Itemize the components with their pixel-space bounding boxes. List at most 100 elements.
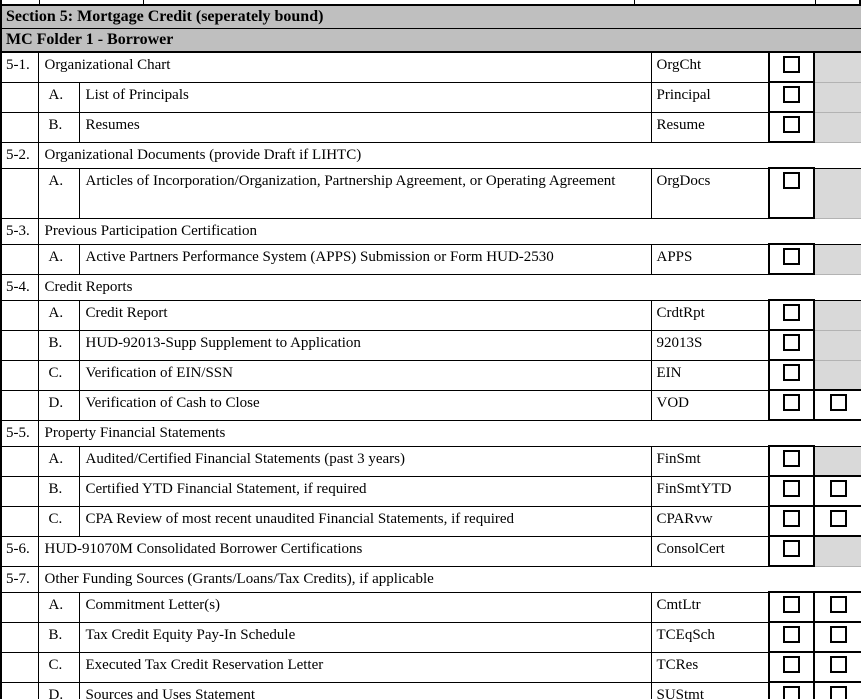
row-letter: B. [37, 111, 80, 143]
checkbox[interactable] [783, 334, 800, 351]
row-number [0, 475, 39, 507]
row-code: APPS [650, 243, 770, 275]
table-row: A. Active Partners Performance System (AP… [0, 243, 861, 275]
table-row: 5-2. Organizational Documents (provide Dr… [0, 141, 861, 169]
row-description: Other Funding Sources (Grants/Loans/Tax … [37, 565, 861, 593]
grid-line [815, 0, 816, 4]
row-code: SUStmt [650, 681, 770, 699]
row-number [0, 243, 39, 275]
section-header: Section 5: Mortgage Credit (seperately b… [0, 4, 861, 29]
checkbox-cell [813, 389, 861, 421]
checkbox[interactable] [783, 450, 800, 467]
checkbox[interactable] [829, 394, 847, 411]
shaded-cell [813, 535, 861, 567]
table-row: 5-5. Property Financial Statements [0, 419, 861, 447]
checkbox[interactable] [829, 686, 847, 699]
checkbox[interactable] [783, 248, 800, 265]
checkbox[interactable] [829, 626, 847, 643]
row-number [0, 81, 39, 113]
checkbox-cell [768, 111, 815, 143]
checkbox[interactable] [783, 686, 800, 699]
row-letter: D. [37, 389, 80, 421]
table-row: A. Commitment Letter(s) CmtLtr [0, 591, 861, 623]
checkbox-cell [813, 475, 861, 507]
row-code: TCRes [650, 651, 770, 683]
checkbox[interactable] [783, 304, 800, 321]
checkbox[interactable] [783, 626, 800, 643]
checkbox-cell [768, 329, 815, 361]
row-description: Property Financial Statements [37, 419, 861, 447]
checkbox[interactable] [783, 172, 800, 189]
checkbox-cell [768, 651, 815, 683]
checkbox[interactable] [783, 86, 800, 103]
checkbox[interactable] [783, 510, 800, 527]
row-number [0, 651, 39, 683]
checkbox[interactable] [783, 364, 800, 381]
checkbox-cell [768, 243, 815, 275]
row-description: HUD-92013-Supp Supplement to Application [78, 329, 652, 361]
row-number [0, 359, 39, 391]
row-number: 5-6. [0, 535, 39, 567]
checkbox[interactable] [829, 596, 847, 613]
table-row: D. Verification of Cash to Close VOD [0, 389, 861, 421]
shaded-cell [813, 359, 861, 391]
checkbox-cell [768, 167, 815, 219]
checkbox-cell [768, 299, 815, 331]
table-row: 5-1. Organizational Chart OrgCht [0, 51, 861, 83]
row-letter: C. [37, 505, 80, 537]
grid-line [634, 0, 635, 4]
shaded-cell [813, 81, 861, 113]
row-letter: A. [37, 243, 80, 275]
checkbox[interactable] [783, 116, 800, 133]
shaded-cell [813, 111, 861, 143]
checkbox[interactable] [829, 656, 847, 673]
checkbox[interactable] [783, 656, 800, 673]
checkbox[interactable] [829, 480, 847, 497]
checkbox-cell [813, 681, 861, 699]
checkbox-cell [768, 621, 815, 653]
grid-line [39, 0, 40, 4]
row-number: 5-5. [0, 419, 39, 447]
row-description: List of Principals [78, 81, 652, 113]
row-number [0, 621, 39, 653]
row-code: OrgDocs [650, 167, 770, 219]
row-letter: B. [37, 329, 80, 361]
table-row: B. Certified YTD Financial Statement, if … [0, 475, 861, 507]
table-row: C. Executed Tax Credit Reservation Letter… [0, 651, 861, 683]
row-description: Commitment Letter(s) [78, 591, 652, 623]
row-letter: C. [37, 359, 80, 391]
row-code: CmtLtr [650, 591, 770, 623]
shaded-cell [813, 51, 861, 83]
row-code: TCEqSch [650, 621, 770, 653]
table-row: A. Credit Report CrdtRpt [0, 299, 861, 331]
checkbox[interactable] [783, 540, 800, 557]
table-row: A. Articles of Incorporation/Organization… [0, 167, 861, 219]
checkbox[interactable] [783, 56, 800, 73]
checkbox-cell [768, 445, 815, 477]
row-number [0, 299, 39, 331]
section-header-row: Section 5: Mortgage Credit (seperately b… [0, 4, 861, 29]
checkbox[interactable] [783, 394, 800, 411]
table-row: A. List of Principals Principal [0, 81, 861, 113]
row-letter: A. [37, 167, 80, 219]
folder-header: MC Folder 1 - Borrower [0, 28, 861, 53]
row-description: Active Partners Performance System (APPS… [78, 243, 652, 275]
row-code: EIN [650, 359, 770, 391]
row-number: 5-1. [0, 51, 39, 83]
table-row: C. CPA Review of most recent unaudited Fi… [0, 505, 861, 537]
row-letter: A. [37, 445, 80, 477]
row-number [0, 389, 39, 421]
checkbox[interactable] [783, 480, 800, 497]
row-letter: B. [37, 621, 80, 653]
row-number: 5-3. [0, 217, 39, 245]
row-description: Credit Report [78, 299, 652, 331]
row-description: Executed Tax Credit Reservation Letter [78, 651, 652, 683]
checkbox[interactable] [783, 596, 800, 613]
checkbox-cell [768, 535, 815, 567]
row-code: CrdtRpt [650, 299, 770, 331]
row-description: Certified YTD Financial Statement, if re… [78, 475, 652, 507]
row-number: 5-4. [0, 273, 39, 301]
checkbox[interactable] [829, 510, 847, 527]
row-code: CPARvw [650, 505, 770, 537]
